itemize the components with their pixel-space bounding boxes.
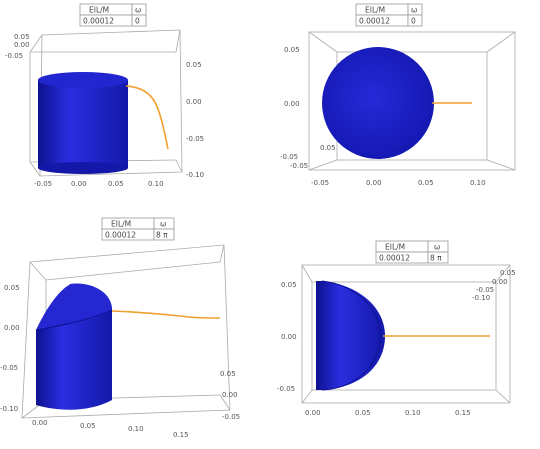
param-label: EIL/M [111, 220, 131, 229]
x-tick: 0.10 [128, 425, 144, 433]
param-label: EIL/M [385, 243, 405, 252]
parameter-header-1: EIL/M ω 0.00012 0 [79, 3, 147, 27]
x-tick: 0.10 [405, 409, 421, 417]
x-tick: 0.00 [305, 409, 321, 417]
omega-label: ω [160, 220, 166, 229]
param-value: 0.00012 [379, 254, 410, 263]
x-ticks-1: -0.05 0.00 0.05 0.10 [34, 180, 164, 188]
x-ticks-2: -0.05 0.00 0.05 0.10 [311, 179, 486, 187]
omega-label: ω [135, 6, 141, 15]
y-tick: -0.10 [186, 171, 204, 179]
y-tick: -0.05 [186, 135, 204, 143]
z-tick: 0.05 [220, 370, 236, 378]
rod-curve-3 [111, 310, 221, 319]
z-tick: 0.05 [14, 33, 30, 41]
z-tick: -0.05 [290, 162, 308, 170]
z-tick: -0.05 [5, 52, 23, 60]
z-tick: -0.05 [476, 286, 494, 294]
bounding-box-4 [301, 264, 511, 404]
panel-1: EIL/M ω 0.00012 0 -0.05 0.00 0.0 [5, 3, 204, 188]
x-tick: 0.00 [366, 179, 382, 187]
x-tick: 0.10 [148, 180, 164, 188]
z-ticks-1: 0.05 0.00 -0.05 [5, 33, 30, 60]
x-tick: -0.05 [34, 180, 52, 188]
omega-label: ω [411, 6, 417, 15]
z-ticks-3: 0.05 0.00 -0.05 [220, 370, 240, 421]
omega-value: 8 π [430, 254, 442, 263]
z-tick: 0.00 [14, 41, 30, 49]
x-tick: 0.15 [455, 409, 471, 417]
half-cylinder-body-3 [35, 283, 113, 410]
y-tick: 0.05 [186, 61, 202, 69]
x-tick: 0.05 [80, 422, 96, 430]
param-value: 0.00012 [105, 231, 136, 240]
z-ticks-2: -0.05 0.05 [290, 144, 336, 170]
z-tick: -0.10 [472, 294, 490, 302]
y-tick: 0.00 [4, 324, 20, 332]
panel-4: EIL/M ω 0.00012 8 π 0.00 0.05 0.10 0.15 … [277, 240, 516, 417]
disc-body-2 [322, 47, 434, 159]
z-tick: 0.05 [500, 269, 516, 277]
z-tick: 0.00 [492, 278, 508, 286]
y-ticks-1: 0.05 0.00 -0.05 -0.10 [186, 61, 204, 179]
omega-label: ω [434, 243, 440, 252]
y-ticks-4: 0.05 0.00 -0.05 [277, 281, 297, 393]
y-ticks-3: 0.05 0.00 -0.05 -0.10 [0, 284, 20, 413]
parameter-header-2: EIL/M ω 0.00012 0 [355, 3, 423, 27]
omega-value: 0 [411, 17, 416, 26]
x-tick: 0.05 [355, 409, 371, 417]
param-label: EIL/M [365, 6, 385, 15]
x-tick: 0.10 [470, 179, 486, 187]
y-tick: 0.05 [281, 281, 297, 289]
y-tick: -0.05 [0, 364, 18, 372]
param-label: EIL/M [89, 6, 109, 15]
x-ticks-3: 0.00 0.05 0.10 0.15 [32, 419, 189, 439]
param-value: 0.00012 [83, 17, 114, 26]
parameter-header-3: EIL/M ω 0.00012 8 π [101, 217, 175, 241]
y-tick: 0.05 [284, 46, 300, 54]
x-tick: 0.05 [108, 180, 124, 188]
y-tick: 0.00 [186, 98, 202, 106]
z-tick: 0.05 [320, 144, 336, 152]
rod-curve-1 [125, 85, 169, 150]
z-ticks-4: 0.05 0.00 -0.05 -0.10 [472, 269, 516, 302]
x-tick: 0.00 [71, 180, 87, 188]
x-ticks-4: 0.00 0.05 0.10 0.15 [305, 409, 471, 417]
panel-2: EIL/M ω 0.00012 0 -0.05 0.00 0.05 0.10 0… [280, 3, 516, 187]
x-tick: 0.15 [173, 431, 189, 439]
panel-3: EIL/M ω 0.00012 8 π 0.00 0.05 0.10 0.15 [0, 217, 240, 439]
x-tick: -0.05 [311, 179, 329, 187]
z-tick: 0.00 [222, 391, 238, 399]
half-disc-edge-4 [321, 280, 381, 391]
z-tick: -0.05 [222, 413, 240, 421]
y-ticks-2: 0.05 0.00 -0.05 [280, 46, 300, 161]
x-tick: 0.05 [418, 179, 434, 187]
y-tick: 0.00 [281, 333, 297, 341]
y-tick: 0.05 [4, 284, 20, 292]
y-tick: -0.05 [280, 153, 298, 161]
y-tick: -0.05 [277, 385, 295, 393]
omega-value: 8 π [156, 231, 168, 240]
x-tick: 0.00 [32, 419, 48, 427]
cylinder-body-1 [38, 72, 128, 174]
y-tick: -0.10 [0, 405, 18, 413]
omega-value: 0 [135, 17, 140, 26]
y-tick: 0.00 [284, 100, 300, 108]
param-value: 0.00012 [359, 17, 390, 26]
half-disc-body-4 [316, 281, 385, 390]
parameter-header-4: EIL/M ω 0.00012 8 π [375, 240, 449, 264]
